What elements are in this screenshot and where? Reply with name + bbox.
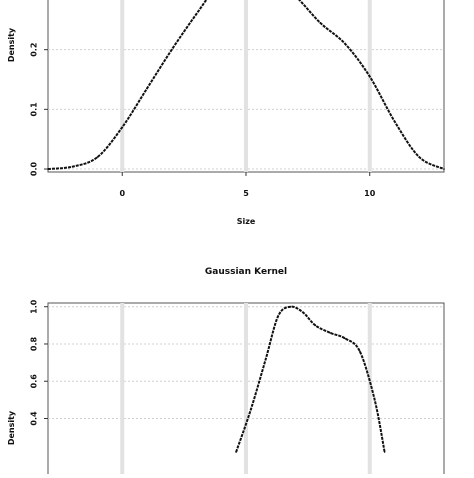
chart-title-bottom: Gaussian Kernel [205, 267, 287, 277]
data-point [235, 451, 237, 453]
y-tick-label: 0.1 [30, 102, 39, 117]
x-ticks-top: 0 5 10 [119, 172, 376, 198]
data-point [373, 399, 376, 401]
y-ticks-bottom: 0.4 0.6 0.8 1.0 [30, 299, 48, 426]
y-tick-label: 0.2 [30, 43, 39, 57]
data-point [289, 305, 292, 308]
data-point [319, 22, 322, 24]
x-tick-label: 0 [119, 189, 125, 198]
data-point [314, 324, 317, 327]
y-ticks-top: 0.00.10.20.3 [30, 43, 48, 176]
series-top [47, 0, 445, 171]
y-tick-label: 0.6 [30, 374, 39, 389]
y-tick-label: 0.8 [30, 336, 39, 351]
data-point [195, 13, 198, 15]
data-point [47, 168, 49, 170]
data-point [329, 332, 331, 334]
data-point [71, 165, 74, 168]
data-point [418, 156, 421, 158]
gridlines-top [48, 0, 444, 172]
data-point [383, 451, 386, 453]
density-curve-bottom [235, 305, 386, 453]
density-curve-top [47, 0, 445, 171]
y-tick-label: 0.4 [30, 411, 39, 426]
x-tick-label: 10 [364, 189, 376, 198]
data-point [250, 408, 252, 410]
data-point [170, 48, 173, 51]
data-point [443, 168, 445, 170]
data-point [96, 156, 99, 158]
y-tick-label: 1.0 [30, 299, 39, 314]
data-point [121, 126, 124, 129]
series-bottom [235, 305, 386, 453]
y-tick-label: 0.0 [30, 161, 39, 176]
data-point [344, 337, 346, 340]
y-axis-label-top: Density [7, 27, 16, 62]
data-point [359, 350, 361, 353]
x-axis-label-top: Size [237, 217, 256, 226]
x-tick-label: 5 [243, 189, 249, 198]
data-point [393, 120, 396, 123]
y-axis-label-bottom: Density [7, 410, 16, 445]
gridlines-bottom [48, 303, 444, 478]
data-point [146, 87, 148, 90]
chart-bottom: Gaussian Kernel 0.4 0.6 0.8 1.0 Density [7, 267, 445, 478]
data-point [302, 311, 304, 314]
data-point [277, 315, 279, 317]
data-point [344, 42, 346, 45]
data-point [368, 75, 371, 78]
data-point [265, 358, 267, 360]
